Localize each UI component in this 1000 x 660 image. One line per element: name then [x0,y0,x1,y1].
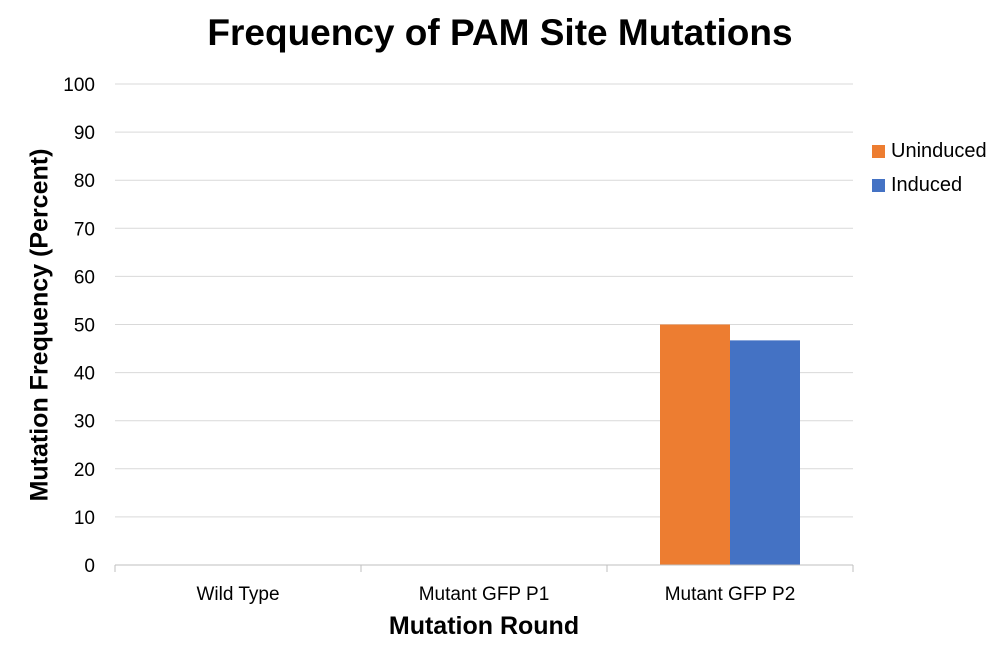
bar-uninduced-mutant-gfp-p2 [660,324,730,565]
y-tick-label: 90 [74,123,95,144]
y-tick-label: 60 [74,267,95,288]
x-tick-label: Mutant GFP P1 [419,584,550,605]
x-tick-labels: Wild Type Mutant GFP P1 Mutant GFP P2 [196,584,795,605]
legend: Uninduced Induced [872,134,987,202]
y-tick-label: 80 [74,171,95,192]
y-tick-label: 20 [74,460,95,481]
y-tick-label: 10 [74,508,95,529]
y-tick-label: 100 [63,75,95,96]
bars [660,324,800,565]
y-tick-labels: 0 10 20 30 40 50 60 70 80 90 100 [63,75,95,577]
x-tick-label: Mutant GFP P2 [665,584,796,605]
legend-swatch-uninduced [872,144,885,158]
chart-title: Frequency of PAM Site Mutations [207,12,793,53]
gridlines [115,83,853,518]
legend-label-induced: Induced [891,173,963,196]
x-axis-label: Mutation Round [388,612,580,640]
x-tick-label: Wild Type [196,584,279,605]
y-tick-label: 30 [74,412,95,433]
legend-item-induced: Induced [872,168,987,202]
y-tick-label: 70 [74,219,95,240]
legend-item-uninduced: Uninduced [872,134,987,168]
y-tick-label: 40 [74,364,95,385]
y-tick-label: 0 [84,556,95,577]
y-axis-label: Mutation Frequency (Percent) [25,148,54,502]
legend-label-uninduced: Uninduced [891,139,987,162]
y-tick-label: 50 [74,316,95,337]
bar-induced-mutant-gfp-p2 [730,340,800,565]
legend-swatch-induced [872,178,885,192]
x-axis [114,564,854,572]
